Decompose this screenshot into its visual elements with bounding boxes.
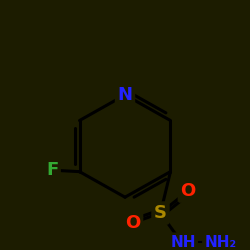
Text: O: O (125, 214, 140, 232)
Text: NH: NH (170, 235, 196, 250)
Text: S: S (154, 204, 167, 222)
Text: F: F (46, 162, 58, 180)
Text: NH₂: NH₂ (204, 235, 236, 250)
Text: N: N (118, 86, 132, 104)
Text: O: O (180, 182, 196, 200)
